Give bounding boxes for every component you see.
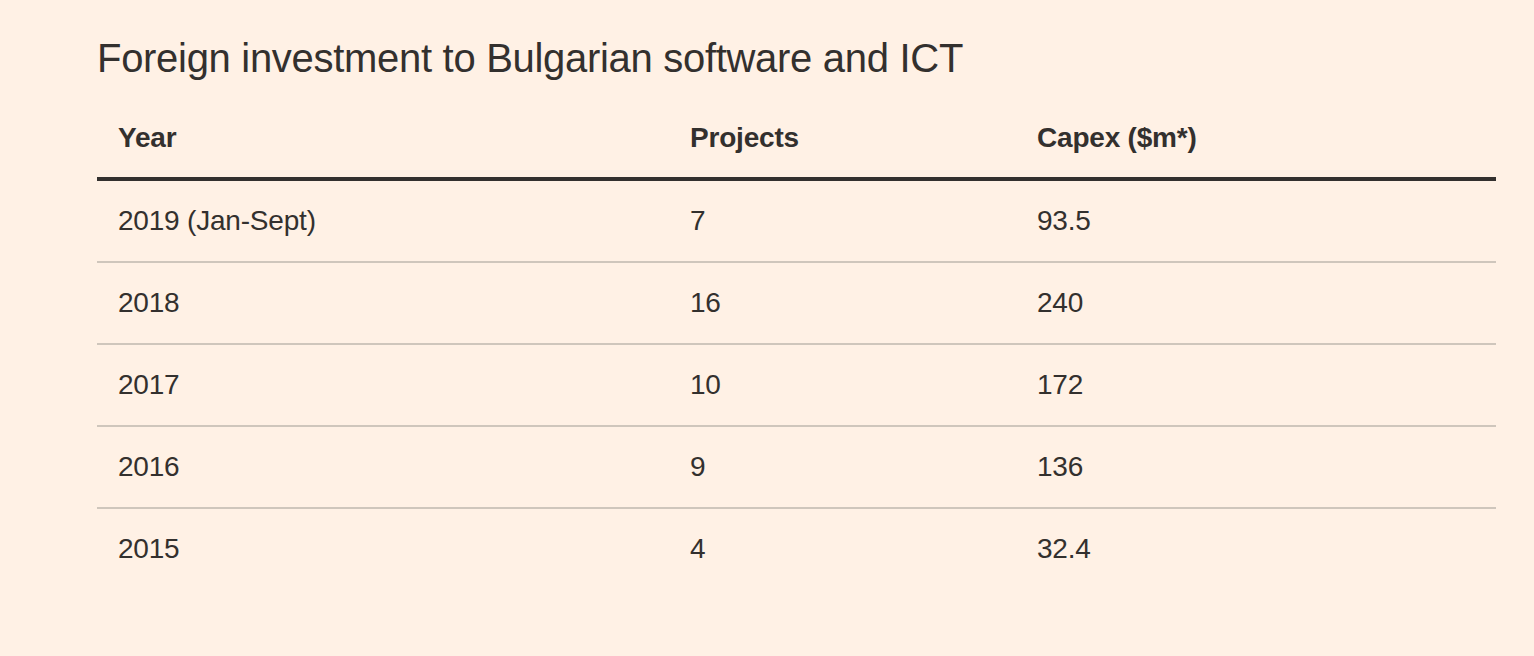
cell-capex: 240 [1037,262,1496,344]
cell-year: 2015 [97,508,690,589]
cell-projects: 16 [690,262,1037,344]
column-header-capex: Capex ($m*) [1037,99,1496,179]
table-card: Foreign investment to Bulgarian software… [97,36,1496,589]
cell-capex: 136 [1037,426,1496,508]
column-header-projects: Projects [690,99,1037,179]
cell-projects: 7 [690,179,1037,262]
table-row: 2017 10 172 [97,344,1496,426]
cell-year: 2018 [97,262,690,344]
cell-year: 2016 [97,426,690,508]
foreign-investment-table: Year Projects Capex ($m*) 2019 (Jan-Sept… [97,99,1496,589]
table-row: 2015 4 32.4 [97,508,1496,589]
table-row: 2018 16 240 [97,262,1496,344]
table-row: 2016 9 136 [97,426,1496,508]
table-header: Year Projects Capex ($m*) [97,99,1496,179]
page-title: Foreign investment to Bulgarian software… [97,36,1496,80]
cell-projects: 10 [690,344,1037,426]
cell-projects: 9 [690,426,1037,508]
cell-capex: 93.5 [1037,179,1496,262]
column-header-year: Year [97,99,690,179]
cell-capex: 172 [1037,344,1496,426]
cell-projects: 4 [690,508,1037,589]
table-row: 2019 (Jan-Sept) 7 93.5 [97,179,1496,262]
table-body: 2019 (Jan-Sept) 7 93.5 2018 16 240 2017 … [97,179,1496,589]
cell-year: 2017 [97,344,690,426]
cell-capex: 32.4 [1037,508,1496,589]
cell-year: 2019 (Jan-Sept) [97,179,690,262]
header-row: Year Projects Capex ($m*) [97,99,1496,179]
